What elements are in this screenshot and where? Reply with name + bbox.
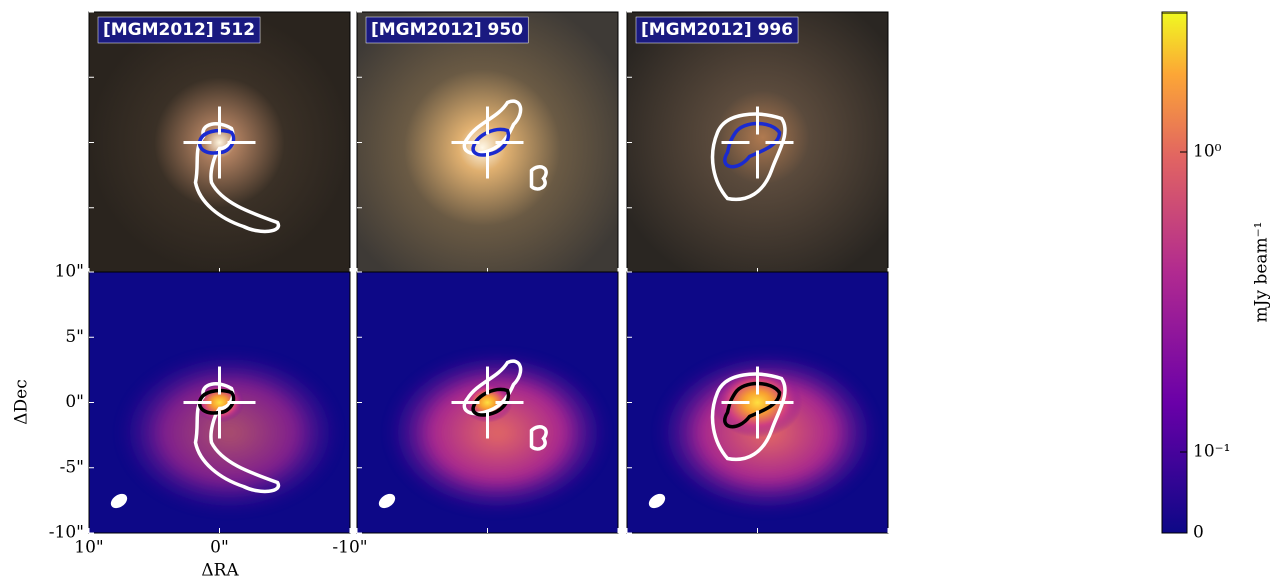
panel <box>357 12 618 273</box>
beam <box>110 493 128 509</box>
x-tick-label: -10" <box>332 538 367 558</box>
contour-inner <box>197 388 236 415</box>
emission <box>387 352 608 513</box>
contour-inner <box>197 128 236 155</box>
crosshair <box>183 366 256 439</box>
contour-white <box>462 359 548 451</box>
contour-inner <box>723 381 782 429</box>
panel-label: [MGM2012] 996 <box>641 20 793 40</box>
label-box <box>97 16 261 44</box>
panel <box>89 272 350 533</box>
contour-white <box>462 99 548 191</box>
panel-label: [MGM2012] 950 <box>371 20 523 40</box>
optical-image <box>89 12 350 273</box>
emission-core <box>712 367 803 438</box>
panel <box>89 12 350 273</box>
label-box <box>635 16 799 44</box>
x-axis-label: ΔRA <box>201 561 239 581</box>
panels: [MGM2012] 512 [MGM2012] 950 [MGM2012] 996 <box>88 11 889 534</box>
x-tick-label: 10" <box>74 538 103 558</box>
beam <box>378 493 396 509</box>
crosshair <box>721 106 794 179</box>
contour-inner <box>723 121 782 169</box>
y-tick-label: 5" <box>65 327 84 347</box>
y-tick-label: 10" <box>55 262 84 282</box>
panel-label: [MGM2012] 512 <box>103 20 255 40</box>
emission <box>119 352 340 513</box>
optical-image <box>627 12 888 273</box>
y-axis-label: ΔDec <box>12 379 32 425</box>
x-tick-label: 0" <box>210 538 229 558</box>
label-box <box>365 16 529 44</box>
panel <box>357 272 618 533</box>
panel <box>627 12 888 273</box>
y-tick-label: -10" <box>49 523 84 543</box>
crosshair <box>451 366 524 439</box>
colorbar-tick-label: 10⁻¹ <box>1193 442 1230 462</box>
crosshair <box>721 366 794 439</box>
beam <box>648 493 666 509</box>
crosshair <box>183 106 256 179</box>
colorbar-label: mJy beam⁻¹ <box>1252 222 1272 323</box>
colorbar <box>1161 11 1188 534</box>
panel <box>627 272 888 533</box>
colorbar-tick-label: 10⁰ <box>1193 142 1222 162</box>
y-tick-label: 0" <box>65 392 84 412</box>
crosshair <box>451 106 524 179</box>
colorbar-tick-label: 0 <box>1193 523 1204 543</box>
optical-image <box>357 12 618 273</box>
y-tick-label: -5" <box>60 457 84 477</box>
